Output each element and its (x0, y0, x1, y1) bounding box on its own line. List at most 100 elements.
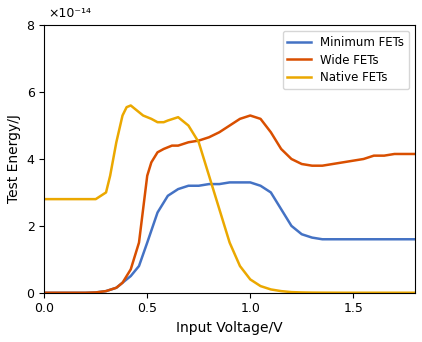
Native FETs (42, 197, 47, 201)
Minimum FETs (371, 237, 376, 241)
Native FETs (62, 197, 68, 201)
Minimum FETs (309, 236, 314, 240)
Wide FETs (93, 290, 98, 294)
Minimum FETs (248, 180, 253, 184)
Minimum FETs (114, 286, 119, 290)
Minimum FETs (289, 224, 294, 228)
Line: Minimum FETs: Minimum FETs (44, 182, 415, 293)
Wide FETs (161, 147, 166, 151)
Line: Native FETs: Native FETs (44, 105, 415, 293)
Wide FETs (392, 152, 397, 156)
Native FETs (114, 140, 119, 144)
Minimum FETs (42, 291, 47, 295)
Minimum FETs (279, 207, 284, 211)
Minimum FETs (320, 237, 325, 241)
Minimum FETs (238, 180, 243, 184)
Native FETs (381, 291, 387, 295)
Native FETs (149, 117, 154, 121)
Minimum FETs (52, 291, 57, 295)
Legend: Minimum FETs, Wide FETs, Native FETs: Minimum FETs, Wide FETs, Native FETs (283, 31, 409, 89)
Minimum FETs (341, 237, 346, 241)
Native FETs (155, 120, 160, 124)
Wide FETs (149, 160, 154, 165)
Native FETs (268, 287, 273, 291)
Native FETs (258, 284, 263, 288)
Minimum FETs (413, 237, 418, 241)
Minimum FETs (83, 291, 88, 295)
Wide FETs (258, 117, 263, 121)
Minimum FETs (381, 237, 387, 241)
Minimum FETs (120, 281, 125, 285)
Wide FETs (136, 240, 141, 245)
Native FETs (248, 277, 253, 281)
Minimum FETs (165, 194, 170, 198)
X-axis label: Input Voltage/V: Input Voltage/V (176, 321, 283, 335)
Wide FETs (103, 289, 108, 293)
Native FETs (141, 114, 146, 118)
Wide FETs (52, 291, 57, 295)
Minimum FETs (128, 274, 133, 278)
Minimum FETs (299, 232, 304, 236)
Minimum FETs (186, 184, 191, 188)
Native FETs (238, 264, 243, 268)
Native FETs (392, 291, 397, 295)
Minimum FETs (62, 291, 68, 295)
Minimum FETs (145, 240, 150, 245)
Minimum FETs (93, 290, 98, 294)
Wide FETs (381, 154, 387, 158)
Wide FETs (309, 163, 314, 168)
Wide FETs (248, 114, 253, 118)
Minimum FETs (351, 237, 356, 241)
Minimum FETs (103, 289, 108, 293)
Minimum FETs (176, 187, 181, 191)
Native FETs (413, 291, 418, 295)
Wide FETs (42, 291, 47, 295)
Native FETs (145, 115, 150, 119)
Wide FETs (155, 150, 160, 154)
Native FETs (361, 291, 366, 295)
Native FETs (206, 174, 211, 178)
Native FETs (351, 291, 356, 295)
Wide FETs (169, 144, 174, 148)
Native FETs (186, 123, 191, 128)
Wide FETs (176, 144, 181, 148)
Native FETs (108, 174, 113, 178)
Wide FETs (289, 157, 294, 161)
Native FETs (289, 290, 294, 294)
Minimum FETs (330, 237, 335, 241)
Wide FETs (196, 139, 201, 143)
Native FETs (73, 197, 78, 201)
Line: Wide FETs: Wide FETs (44, 116, 415, 293)
Minimum FETs (206, 182, 211, 186)
Native FETs (52, 197, 57, 201)
Wide FETs (114, 286, 119, 290)
Native FETs (279, 289, 284, 293)
Native FETs (196, 140, 201, 144)
Native FETs (402, 291, 407, 295)
Wide FETs (279, 147, 284, 151)
Wide FETs (268, 130, 273, 134)
Wide FETs (238, 117, 243, 121)
Y-axis label: Test Energy/J: Test Energy/J (7, 115, 21, 203)
Wide FETs (217, 130, 222, 134)
Minimum FETs (258, 184, 263, 188)
Minimum FETs (196, 184, 201, 188)
Minimum FETs (155, 210, 160, 214)
Wide FETs (73, 291, 78, 295)
Minimum FETs (217, 182, 222, 186)
Native FETs (217, 207, 222, 211)
Native FETs (83, 197, 88, 201)
Minimum FETs (268, 190, 273, 195)
Text: ×10⁻¹⁴: ×10⁻¹⁴ (48, 7, 91, 20)
Native FETs (161, 120, 166, 124)
Minimum FETs (392, 237, 397, 241)
Native FETs (165, 118, 170, 122)
Wide FETs (330, 162, 335, 166)
Minimum FETs (136, 264, 141, 268)
Native FETs (120, 114, 125, 118)
Minimum FETs (361, 237, 366, 241)
Native FETs (341, 291, 346, 295)
Wide FETs (361, 157, 366, 161)
Native FETs (299, 290, 304, 294)
Wide FETs (227, 123, 232, 128)
